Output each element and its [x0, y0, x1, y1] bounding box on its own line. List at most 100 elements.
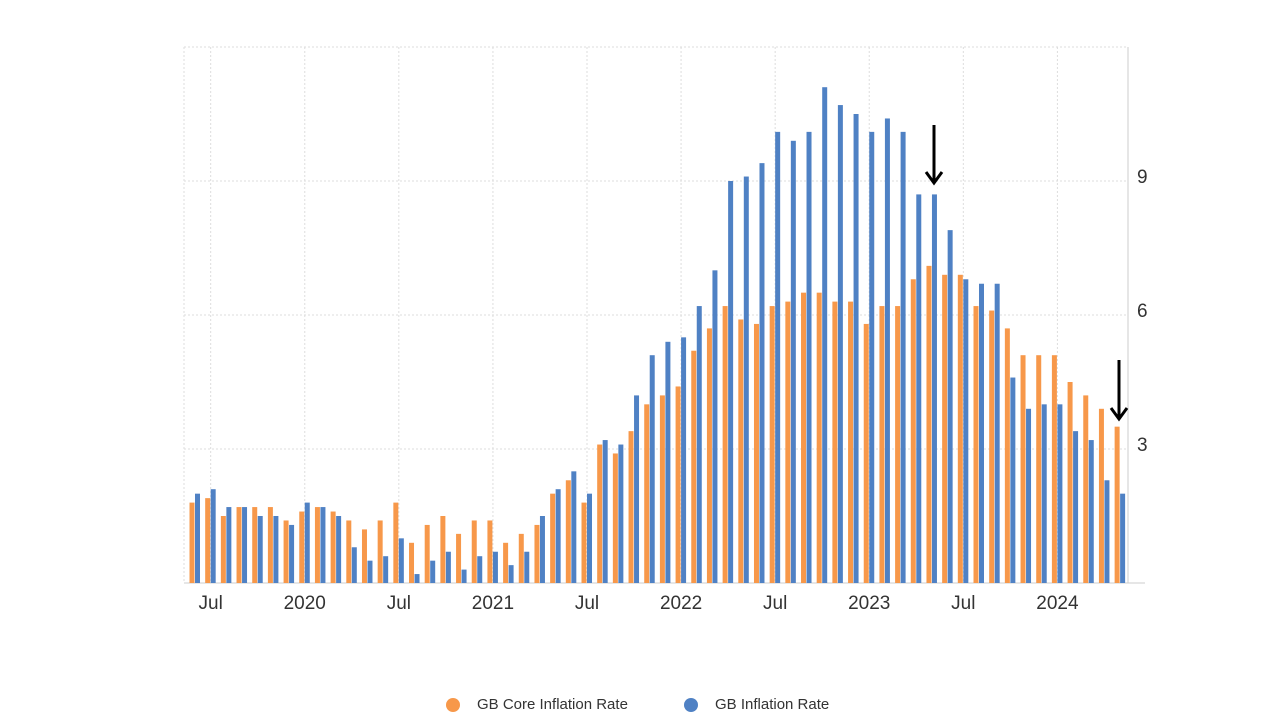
- bar: [728, 181, 734, 583]
- bar: [299, 511, 305, 583]
- bar: [806, 131, 812, 583]
- bar: [1004, 328, 1010, 583]
- bar: [759, 163, 765, 583]
- x-tick-label: Jul: [951, 593, 975, 614]
- x-tick-label: Jul: [199, 593, 223, 614]
- bar: [346, 520, 352, 583]
- bar: [550, 493, 556, 583]
- legend-label: GB Inflation Rate: [715, 696, 829, 713]
- bar: [863, 323, 869, 583]
- bar: [706, 328, 712, 583]
- bar: [675, 386, 681, 583]
- bar: [1041, 404, 1047, 583]
- y-tick-label: 6: [1137, 301, 1148, 322]
- bar: [1114, 426, 1120, 583]
- bar: [1036, 355, 1042, 583]
- bar: [900, 131, 906, 583]
- bar: [1120, 493, 1126, 583]
- x-tick-label: 2022: [660, 593, 702, 614]
- bar: [487, 520, 493, 583]
- bar: [273, 516, 279, 583]
- bar: [947, 230, 953, 583]
- bar: [205, 498, 211, 583]
- bar: [665, 341, 671, 583]
- bar: [518, 533, 524, 583]
- bar: [644, 404, 650, 583]
- x-tick-label: Jul: [763, 593, 787, 614]
- bar: [508, 565, 514, 583]
- bar: [492, 551, 498, 583]
- bar: [1057, 404, 1063, 583]
- bar: [430, 560, 436, 583]
- bar: [832, 301, 838, 583]
- bar: [1010, 377, 1016, 583]
- bar: [587, 493, 592, 583]
- bar: [477, 556, 483, 583]
- bar: [884, 118, 890, 583]
- bar: [628, 431, 634, 583]
- bar: [195, 493, 200, 583]
- bar: [1073, 431, 1079, 583]
- bar: [790, 140, 796, 584]
- bar: [398, 538, 404, 583]
- bar: [524, 551, 530, 583]
- bar: [1020, 355, 1026, 583]
- bar: [1088, 440, 1094, 583]
- bar: [581, 502, 587, 583]
- bar: [1051, 355, 1057, 583]
- bar: [775, 131, 781, 583]
- bar: [848, 301, 854, 583]
- bar: [743, 176, 749, 584]
- bar: [910, 279, 916, 583]
- bar: [612, 453, 618, 583]
- arrow: [1109, 360, 1129, 422]
- bar: [869, 131, 875, 583]
- y-tick-label: 9: [1137, 167, 1148, 188]
- bar: [895, 306, 901, 583]
- bar: [283, 520, 289, 583]
- bar: [503, 542, 509, 583]
- bar: [336, 516, 342, 583]
- bar: [383, 556, 389, 583]
- bar: [304, 502, 310, 583]
- bar: [801, 292, 807, 583]
- bar: [942, 274, 948, 583]
- bar: [351, 547, 357, 583]
- bar: [393, 502, 399, 583]
- bar: [320, 507, 326, 583]
- legend-label: GB Core Inflation Rate: [477, 696, 628, 713]
- x-tick-label: 2024: [1036, 593, 1079, 614]
- bar: [696, 306, 702, 583]
- bar: [226, 507, 232, 583]
- bar: [973, 306, 979, 583]
- bar: [555, 489, 561, 583]
- bar: [769, 306, 775, 583]
- bar: [289, 524, 295, 583]
- bar: [461, 569, 467, 583]
- bar: [691, 350, 697, 583]
- bar: [257, 516, 263, 583]
- bar: [916, 194, 922, 583]
- y-tick-label: 3: [1137, 435, 1148, 456]
- x-tick-label: 2021: [472, 593, 514, 614]
- bar: [539, 516, 545, 583]
- bar: [1104, 480, 1110, 583]
- bar: [879, 306, 885, 583]
- bar: [242, 507, 248, 583]
- bar: [220, 516, 226, 583]
- bar: [979, 283, 984, 583]
- bar: [712, 270, 718, 583]
- bar: [424, 524, 430, 583]
- bar: [236, 507, 242, 583]
- bar: [440, 516, 446, 583]
- bar: [837, 105, 843, 584]
- bar: [822, 87, 828, 583]
- bar: [409, 542, 415, 583]
- bar: [314, 507, 320, 583]
- bar: [210, 489, 216, 583]
- bar: [989, 310, 995, 583]
- bar: [267, 507, 273, 583]
- legend-marker: [684, 698, 698, 712]
- bar: [659, 395, 665, 583]
